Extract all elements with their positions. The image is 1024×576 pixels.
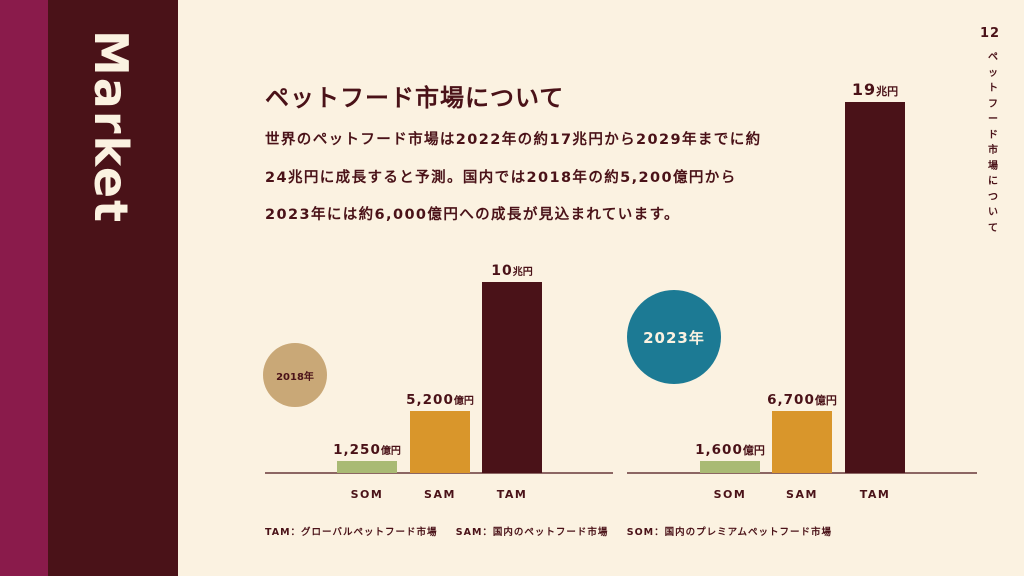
bar-som — [337, 461, 397, 473]
bar-value-label: 1,600億円 — [695, 442, 765, 458]
bar-value-label: 6,700億円 — [767, 392, 837, 408]
bar-value-label: 5,200億円 — [406, 392, 474, 408]
page-number: 12 — [980, 26, 1001, 41]
category-label: TAM — [497, 488, 528, 501]
footnote-som: SOM：国内のプレミアムペットフード市場 — [626, 527, 832, 538]
bar-value-label: 10兆円 — [491, 263, 532, 279]
footnote-tam: TAM：グローバルペットフード市場 — [265, 527, 438, 538]
category-label: SAM — [424, 488, 456, 501]
slide-title: ペットフード市場について — [265, 84, 565, 112]
bar-value-label: 1,250億円 — [333, 442, 401, 458]
left-dark-panel — [48, 0, 178, 576]
category-label: SOM — [714, 488, 747, 501]
left-accent-stripe — [0, 0, 48, 576]
bar-sam — [410, 411, 470, 473]
footnote: TAM：グローバルペットフード市場 SAM：国内のペットフード市場 SOM：国内… — [265, 524, 846, 538]
bar-value-label: 19兆円 — [852, 80, 898, 99]
category-label: SAM — [786, 488, 818, 501]
category-label: SOM — [351, 488, 384, 501]
year-badge-2018: 2018年 — [263, 343, 327, 407]
bar-tam — [482, 282, 542, 473]
bar-tam — [845, 102, 905, 473]
category-label: TAM — [860, 488, 891, 501]
footnote-sam: SAM：国内のペットフード市場 — [455, 527, 609, 538]
body-text: 世界のペットフード市場は2022年の約17兆円から2029年までに約24兆円に成… — [265, 132, 762, 223]
bar-som — [700, 461, 760, 473]
year-badge-2023: 2023年 — [627, 290, 721, 384]
bar-sam — [772, 411, 832, 473]
vertical-title: ペットフード市場について — [988, 52, 998, 234]
